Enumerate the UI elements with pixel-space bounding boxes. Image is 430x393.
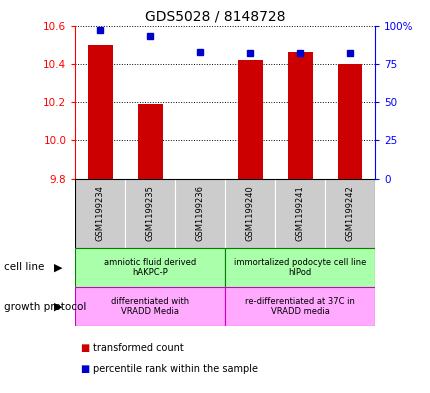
Bar <box>224 248 374 287</box>
Text: ■: ■ <box>80 364 89 375</box>
Bar <box>287 52 312 179</box>
Text: GDS5028 / 8148728: GDS5028 / 8148728 <box>145 10 285 24</box>
Bar <box>337 64 362 179</box>
Text: ■: ■ <box>80 343 89 353</box>
Text: re-differentiated at 37C in
VRADD media: re-differentiated at 37C in VRADD media <box>245 297 354 316</box>
Text: cell line: cell line <box>4 262 45 272</box>
Bar <box>75 248 224 287</box>
Text: transformed count: transformed count <box>92 343 183 353</box>
Bar <box>224 179 274 248</box>
Text: GSM1199242: GSM1199242 <box>345 185 354 241</box>
Bar <box>75 287 224 326</box>
Bar <box>138 104 163 179</box>
Text: amniotic fluid derived
hAKPC-P: amniotic fluid derived hAKPC-P <box>104 257 196 277</box>
Bar <box>125 179 175 248</box>
Text: GSM1199241: GSM1199241 <box>295 185 304 241</box>
Bar <box>224 287 374 326</box>
Text: GSM1199234: GSM1199234 <box>95 185 104 241</box>
Text: growth protocol: growth protocol <box>4 301 86 312</box>
Text: immortalized podocyte cell line
hIPod: immortalized podocyte cell line hIPod <box>233 257 366 277</box>
Bar <box>237 60 262 179</box>
Bar <box>88 45 113 179</box>
Bar <box>175 179 224 248</box>
Text: GSM1199240: GSM1199240 <box>245 185 254 241</box>
Text: GSM1199236: GSM1199236 <box>195 185 204 241</box>
Bar <box>274 179 324 248</box>
Text: ▶: ▶ <box>54 262 62 272</box>
Text: GSM1199235: GSM1199235 <box>145 185 154 241</box>
Bar <box>324 179 374 248</box>
Text: percentile rank within the sample: percentile rank within the sample <box>92 364 257 375</box>
Text: ▶: ▶ <box>54 301 62 312</box>
Text: differentiated with
VRADD Media: differentiated with VRADD Media <box>111 297 189 316</box>
Bar <box>75 179 125 248</box>
